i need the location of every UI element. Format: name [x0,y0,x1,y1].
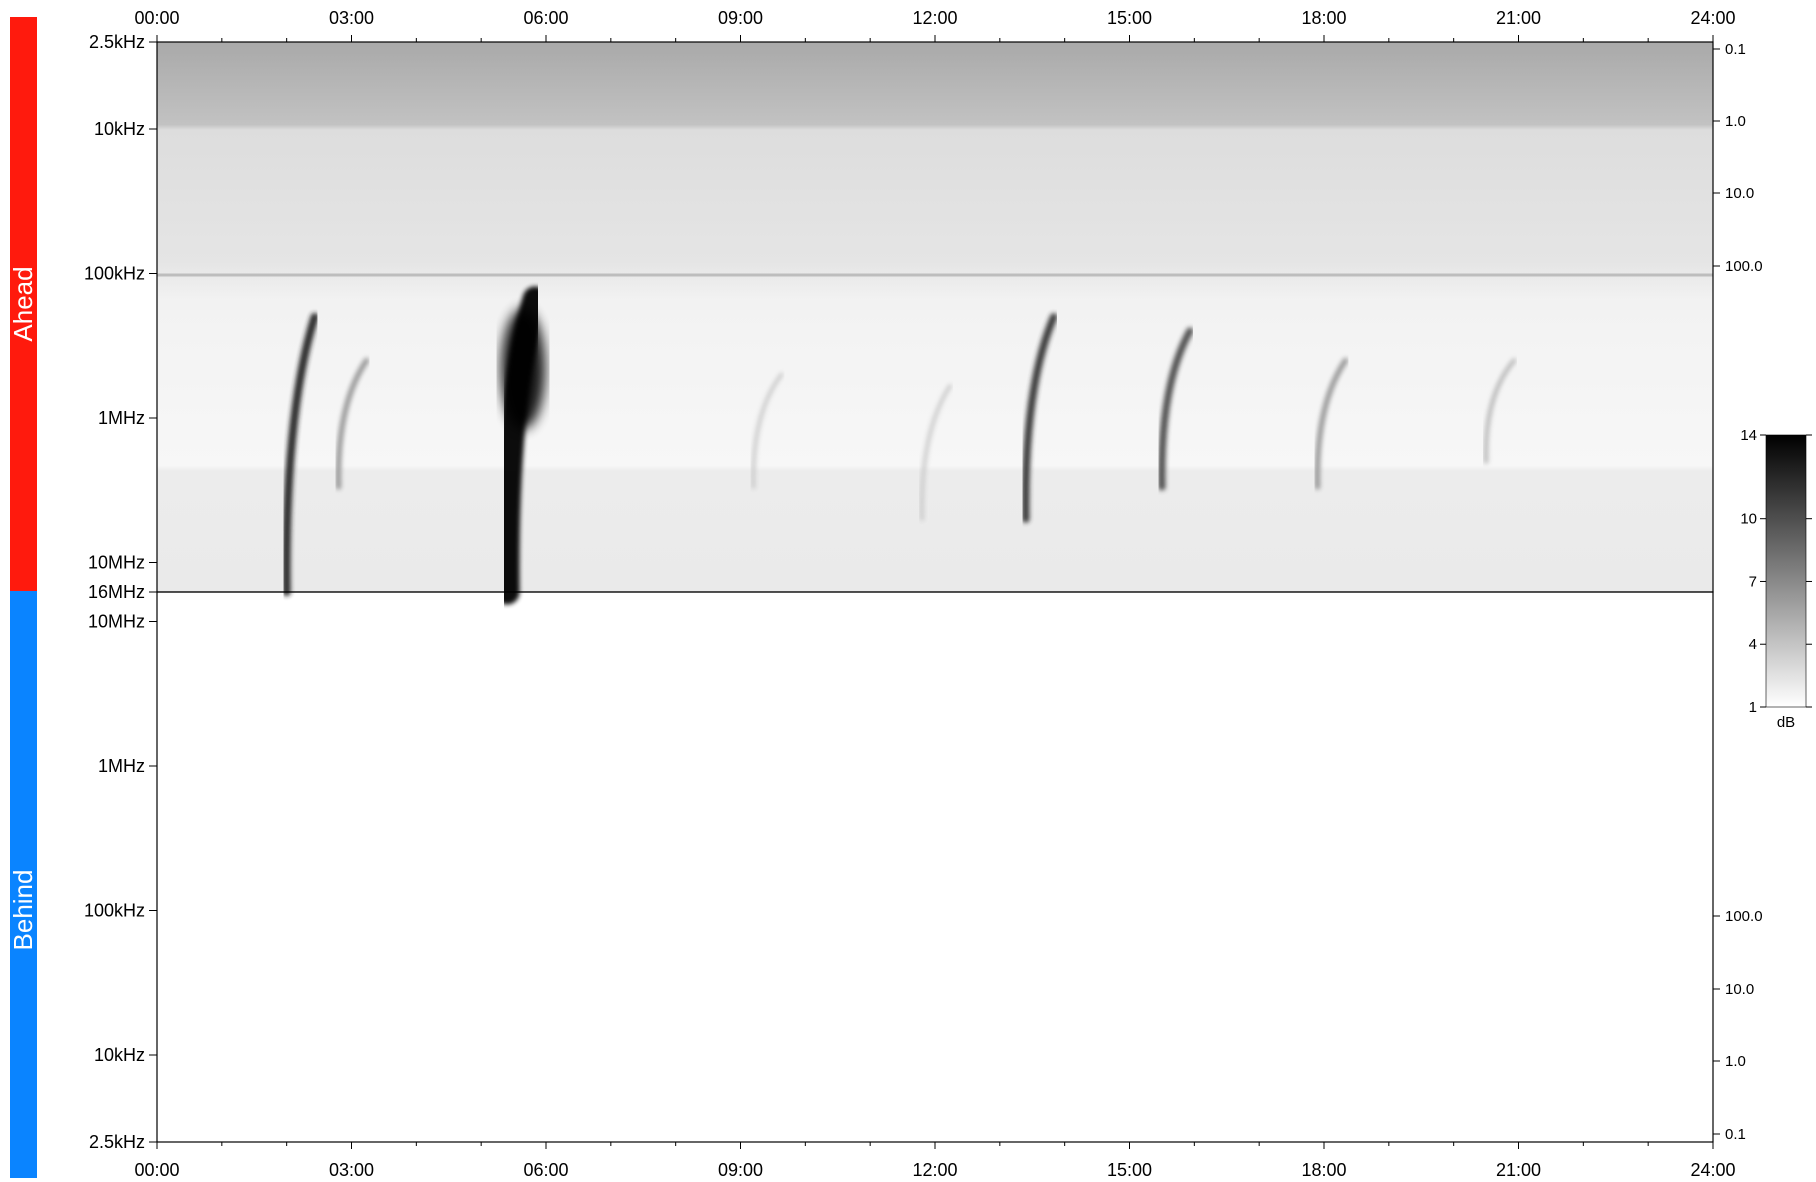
ahead-label: Ahead [8,266,38,341]
ahead-spectrogram [157,42,1713,592]
radio-burst [1314,357,1349,490]
ahead-right-label: 100.0 [1725,258,1763,275]
radio-burst [282,312,319,597]
time-tick-label-bottom: 15:00 [1107,1160,1152,1180]
colorbar-unit-label: dB [1777,714,1795,731]
time-tick-label-top: 18:00 [1301,8,1346,28]
ahead-right-label: 0.1 [1725,41,1746,58]
time-tick-label-top: 00:00 [134,8,179,28]
behind-freq-label: 2.5kHz [89,1132,145,1152]
time-tick-label-top: 15:00 [1107,8,1152,28]
radio-burst-core [501,308,546,429]
colorbar-tick-label: 7 [1749,573,1757,590]
radio-burst [751,372,784,489]
behind-right-label: 1.0 [1725,1053,1746,1070]
behind-freq-label: 1MHz [98,756,145,776]
colorbar-tick-label: 14 [1740,427,1757,444]
radio-burst [1483,358,1517,464]
radio-burst [919,383,952,521]
time-tick-label-top: 06:00 [523,8,568,28]
ahead-freq-label: 16MHz [88,582,145,602]
radio-burst [1158,327,1194,491]
frequency-axes: 2.5kHz10kHz100kHz1MHz10MHz16MHz0.11.010.… [84,32,1763,1152]
behind-right-label: 0.1 [1725,1126,1746,1143]
time-tick-label-bottom: 21:00 [1496,1160,1541,1180]
time-tick-label-bottom: 24:00 [1690,1160,1735,1180]
behind-freq-label: 10MHz [88,611,145,631]
burst-layer [282,286,1517,605]
ahead-right-label: 1.0 [1725,113,1746,130]
time-tick-label-bottom: 09:00 [718,1160,763,1180]
time-tick-label-bottom: 03:00 [329,1160,374,1180]
colorbar-gradient [1765,434,1807,708]
radio-burst [335,357,370,490]
ahead-freq-label: 100kHz [84,264,145,284]
time-tick-label-top: 09:00 [718,8,763,28]
behind-right-label: 10.0 [1725,981,1754,998]
ahead-side-bar [10,17,37,591]
behind-plot-frame [156,591,1714,1143]
time-tick-label-bottom: 12:00 [912,1160,957,1180]
ahead-freq-label: 10MHz [88,553,145,573]
behind-label: Behind [8,870,38,951]
time-tick-label-bottom: 18:00 [1301,1160,1346,1180]
ahead-freq-label: 10kHz [94,119,145,139]
radio-burst [1021,313,1058,523]
behind-side-bar [10,591,37,1178]
colorbar-tick-label: 4 [1749,636,1757,653]
time-tick-label-top: 24:00 [1690,8,1735,28]
time-tick-label-bottom: 06:00 [523,1160,568,1180]
time-tick-label-top: 12:00 [912,8,957,28]
time-tick-label-top: 21:00 [1496,8,1541,28]
time-tick-label-bottom: 00:00 [134,1160,179,1180]
time-tick-label-top: 03:00 [329,8,374,28]
ahead-freq-label: 1MHz [98,408,145,428]
time-axes: 00:00 00:00 03:00 03:00 06:00 06:00 09:00 09:00… [134,8,1735,1180]
behind-right-label: 100.0 [1725,908,1763,925]
colorbar-tick-label: 10 [1740,511,1757,528]
behind-freq-label: 10kHz [94,1045,145,1065]
colorbar-tick-label: 1 [1749,699,1757,716]
behind-freq-label: 100kHz [84,900,145,920]
ahead-freq-label: 2.5kHz [89,32,145,52]
ahead-right-label: 10.0 [1725,185,1754,202]
